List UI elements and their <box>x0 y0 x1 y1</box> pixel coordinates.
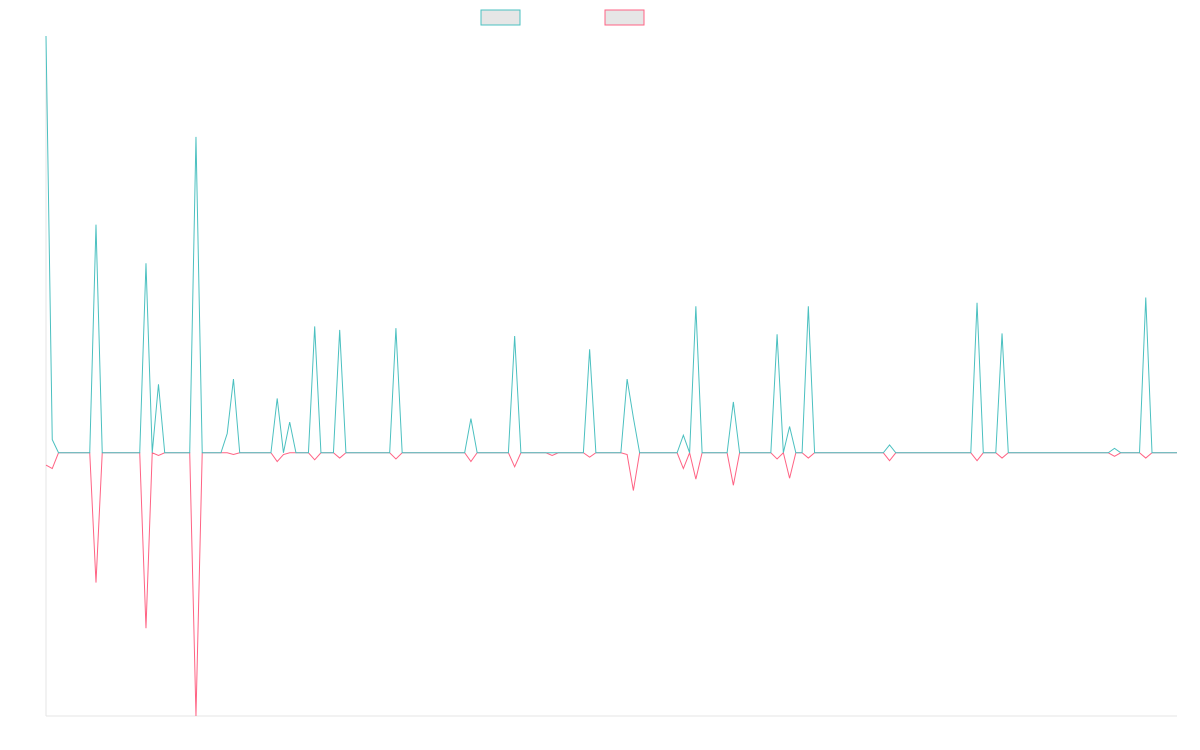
legend <box>480 9 645 26</box>
legend-swatch-1 <box>480 9 521 26</box>
series-line-2 <box>45 451 1177 717</box>
series-line-1 <box>45 35 1177 454</box>
series-layer <box>45 35 1177 717</box>
axes <box>45 36 1177 717</box>
legend-swatch-2 <box>604 9 645 26</box>
